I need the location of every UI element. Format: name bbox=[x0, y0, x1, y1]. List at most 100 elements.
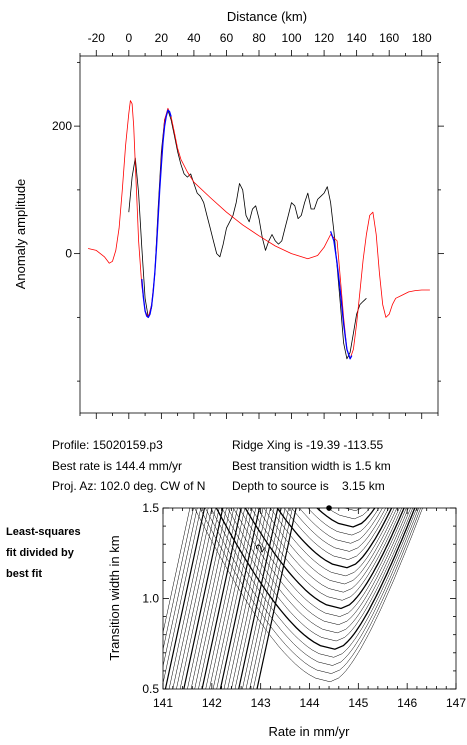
contour-line bbox=[183, 508, 224, 689]
contour-line bbox=[227, 106, 467, 323]
contour-line bbox=[205, 508, 246, 689]
x-tick-label: 80 bbox=[252, 31, 266, 45]
y-tick-label: 1.5 bbox=[142, 501, 159, 515]
misfit-ticks: 141 142 143 144 145 146 147 0.5 1.0 1.5 bbox=[142, 501, 466, 710]
misfit-note: Least-squares fit divided by best fit bbox=[6, 522, 81, 585]
ridge-crossing: Ridge Xing is -19.39 -113.55 bbox=[232, 438, 384, 452]
contour-line bbox=[176, 508, 216, 689]
contour-line bbox=[227, 508, 268, 689]
y-tick-label: 0.5 bbox=[142, 682, 159, 696]
x-tick-label: 142 bbox=[202, 696, 222, 710]
x-tick-label: 140 bbox=[347, 31, 367, 45]
contour-line bbox=[223, 131, 467, 348]
x-tick-label: 60 bbox=[220, 31, 234, 45]
profile-chart: -20 0 20 40 60 80 100 120 140 160 180 0 200 Distance… bbox=[13, 9, 444, 419]
contour-line bbox=[276, 508, 393, 569]
y-tick-label: 0 bbox=[65, 247, 72, 261]
profile-series bbox=[88, 100, 430, 360]
x-tick-label: 0 bbox=[125, 31, 132, 45]
x-tick-label: 20 bbox=[155, 31, 169, 45]
contour-line bbox=[212, 204, 467, 421]
contour-line bbox=[190, 508, 231, 689]
contour-label: 2 bbox=[252, 541, 268, 554]
contour-line bbox=[238, 508, 279, 689]
contour-line bbox=[210, 508, 418, 658]
fit-segment-line bbox=[329, 231, 353, 360]
contour-line bbox=[245, 508, 286, 689]
contour-line bbox=[219, 508, 260, 689]
contour-line bbox=[194, 508, 235, 689]
contour-line bbox=[163, 508, 202, 685]
contour-line bbox=[163, 508, 191, 634]
contour-line bbox=[256, 508, 297, 689]
misfit-note-line-3: best fit bbox=[6, 568, 43, 580]
misfit-y-axis-title: Transition width in km bbox=[107, 535, 122, 660]
contour-line bbox=[216, 508, 257, 689]
contour-line bbox=[343, 508, 363, 511]
x-tick-label: 141 bbox=[153, 696, 173, 710]
contour-line bbox=[242, 508, 282, 689]
contour-line bbox=[172, 508, 213, 689]
contour-line bbox=[211, 212, 467, 429]
contour-line bbox=[217, 171, 467, 388]
contour-line bbox=[233, 508, 409, 625]
x-tick-label: 120 bbox=[314, 31, 334, 45]
contour-line bbox=[220, 147, 467, 364]
contour-line bbox=[283, 508, 390, 560]
x-tick-label: 180 bbox=[412, 31, 432, 45]
contour-line bbox=[327, 508, 371, 520]
contour-line bbox=[206, 245, 467, 462]
fit-segment-line bbox=[141, 109, 172, 319]
x-tick-label: 160 bbox=[379, 31, 399, 45]
contour-line bbox=[231, 508, 271, 689]
contour-line bbox=[251, 508, 402, 601]
contour-line bbox=[194, 508, 423, 683]
contour-line bbox=[244, 508, 405, 610]
contour-line bbox=[187, 508, 227, 689]
contour-line bbox=[164, 508, 206, 689]
projection-azimuth: Proj. Az: 102.0 deg. CW of N bbox=[52, 479, 206, 493]
contour-line bbox=[270, 508, 395, 577]
contour-line bbox=[202, 269, 467, 486]
x-tick-label: 143 bbox=[251, 696, 271, 710]
contour-line bbox=[316, 508, 376, 528]
contour-line bbox=[205, 508, 419, 666]
contour-line bbox=[212, 508, 253, 689]
profile-x-axis-title: Distance (km) bbox=[227, 9, 307, 24]
contour-line bbox=[168, 508, 209, 689]
profile-name: Profile: 15020159.p3 bbox=[52, 438, 163, 452]
contour-line bbox=[291, 508, 386, 552]
y-tick-label: 200 bbox=[52, 119, 72, 133]
contour-line bbox=[218, 163, 467, 380]
x-tick-label: 144 bbox=[299, 696, 319, 710]
x-tick-label: 100 bbox=[282, 31, 302, 45]
contour-line bbox=[238, 508, 407, 617]
source-depth: Depth to source is 3.15 km bbox=[232, 479, 385, 493]
contour-line bbox=[224, 123, 467, 340]
contour-line bbox=[223, 508, 264, 689]
contour-line bbox=[209, 508, 249, 689]
contour-line bbox=[234, 508, 275, 689]
contour-line bbox=[249, 508, 289, 689]
model-profile-line bbox=[88, 100, 430, 360]
contour-line bbox=[221, 508, 413, 642]
x-tick-label: 40 bbox=[187, 31, 201, 45]
x-tick-label: 146 bbox=[397, 696, 417, 710]
contour-line bbox=[225, 114, 467, 331]
contour-line bbox=[253, 508, 293, 689]
misfit-x-axis-title: Rate in mm/yr bbox=[269, 724, 351, 739]
contour-line bbox=[228, 98, 467, 315]
contour-line bbox=[307, 508, 380, 536]
misfit-chart: 141 142 143 144 145 146 147 0.5 1.0 1.5 2 Rate in… bbox=[107, 98, 467, 739]
contour-line bbox=[257, 508, 400, 593]
x-tick-label: 147 bbox=[446, 696, 466, 710]
observed-profile-line bbox=[128, 109, 367, 360]
contour-line bbox=[227, 508, 411, 634]
contour-line bbox=[198, 508, 238, 689]
profile-ticks: -20 0 20 40 60 80 100 120 140 160 180 0 200 bbox=[52, 31, 444, 419]
contour-line bbox=[179, 508, 220, 689]
x-tick-label: 145 bbox=[348, 696, 368, 710]
misfit-note-line-2: fit divided by bbox=[6, 547, 74, 559]
contour-line bbox=[163, 508, 194, 651]
